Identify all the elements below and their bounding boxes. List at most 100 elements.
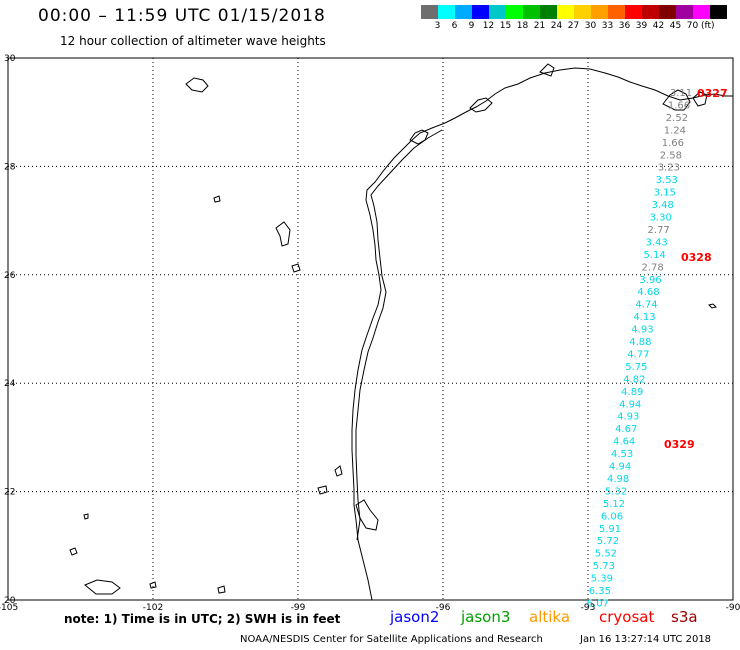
colorbar-swatch xyxy=(438,5,455,19)
lake-9 xyxy=(149,581,157,589)
colorbar-swatch xyxy=(608,5,625,19)
latitude-tick-label: 24 xyxy=(4,379,16,389)
bay-1 xyxy=(409,129,429,145)
lake-7 xyxy=(69,547,78,556)
axis-tick-labels: -105 -102 -99 -96 -93 -90 30 28 26 24 22 20 xyxy=(0,54,740,613)
colorbar-swatch xyxy=(693,5,710,19)
swh-reading: 3.53 xyxy=(656,175,678,186)
swh-reading: 4.64 xyxy=(613,437,635,448)
pass-number-label: 0329 xyxy=(664,438,695,451)
satellite-legend-item: s3a xyxy=(671,608,698,626)
credit-line: NOAA/NESDIS Center for Satellite Applica… xyxy=(240,634,543,645)
longitude-tick-label: -102 xyxy=(143,603,163,613)
colorbar-swatch xyxy=(489,5,506,19)
swh-reading: 3.48 xyxy=(652,200,674,211)
swh-reading: 3.23 xyxy=(658,163,680,174)
colorbar-tick-label: 9 xyxy=(468,21,475,31)
bay-2 xyxy=(469,97,493,113)
swh-reading: 5.39 xyxy=(591,574,613,585)
swh-reading: 4.68 xyxy=(637,287,659,298)
swh-reading: 6.35 xyxy=(589,586,611,597)
swh-reading: 1.66 xyxy=(668,100,690,111)
swh-reading: 6.07 xyxy=(587,598,609,609)
swh-reading: 2.78 xyxy=(641,262,663,273)
swh-reading: 5.52 xyxy=(595,549,617,560)
swh-reading: 5.73 xyxy=(593,561,615,572)
pass-number-label: 0327 xyxy=(697,87,728,100)
swh-reading: 3.96 xyxy=(639,275,661,286)
colorbar-tick-label: 24 xyxy=(550,21,563,31)
colorbar-tick-label: 27 xyxy=(567,21,580,31)
swh-reading: 3.11 xyxy=(670,88,692,99)
delta-1 xyxy=(662,89,691,111)
latitude-tick-label: 28 xyxy=(4,162,16,172)
latitude-tick-label: 20 xyxy=(4,596,16,606)
swh-reading: 5.14 xyxy=(643,250,665,261)
bay-3 xyxy=(539,63,555,77)
longitude-tick-label: -90 xyxy=(726,603,740,613)
colorbar-tick-label: 39 xyxy=(635,21,648,31)
lat-lon-grid xyxy=(8,58,733,600)
swh-reading: 4.74 xyxy=(635,300,657,311)
colorbar-tick-label: 45 xyxy=(669,21,682,31)
longitude-tick-label: -105 xyxy=(0,603,18,613)
colorbar-swatch xyxy=(676,5,693,19)
lagoon-1 xyxy=(355,499,379,531)
colorbar-tick-label: 70 xyxy=(686,21,699,31)
swh-reading: 4.93 xyxy=(617,412,639,423)
swh-reading: 4.94 xyxy=(619,399,641,410)
colorbar-swatch xyxy=(523,5,540,19)
swh-reading: 5.91 xyxy=(599,524,621,535)
swh-reading: 5.12 xyxy=(603,499,625,510)
map-title: 00:00 – 11:59 UTC 01/15/2018 xyxy=(38,6,326,26)
colorbar-tick-label: 21 xyxy=(533,21,546,31)
swh-reading: 4.88 xyxy=(629,337,651,348)
swh-reading: 4.94 xyxy=(609,462,631,473)
satellite-tracks: 3.111.662.521.241.662.583.233.533.153.48… xyxy=(587,87,728,609)
swh-reading: 1.24 xyxy=(664,125,686,136)
swh-reading: 4.13 xyxy=(633,312,655,323)
colorbar-swatch xyxy=(506,5,523,19)
island-lake-1 xyxy=(84,579,121,595)
lake-3 xyxy=(291,263,301,273)
longitude-tick-label: -93 xyxy=(581,603,596,613)
lake-1 xyxy=(185,77,209,93)
colorbar-tick-label: 12 xyxy=(482,21,495,31)
swh-reading: 6.06 xyxy=(601,511,623,522)
map-frame xyxy=(7,57,734,601)
satellite-legend-item: cryosat xyxy=(599,608,655,626)
swh-reading: 4.89 xyxy=(621,387,643,398)
longitude-tick-label: -99 xyxy=(291,603,306,613)
colorbar-tick-label: 33 xyxy=(601,21,614,31)
gulf-coastline xyxy=(351,67,733,601)
swh-reading: 2.58 xyxy=(660,150,682,161)
swh-reading: 1.66 xyxy=(662,138,684,149)
lake-4 xyxy=(213,195,221,203)
colorbar-swatch xyxy=(574,5,591,19)
colorbar-swatch xyxy=(591,5,608,19)
swh-reading: 5.32 xyxy=(605,486,627,497)
generated-timestamp: Jan 16 13:27:14 UTC 2018 xyxy=(580,634,712,645)
colorbar-tick-label: 3 xyxy=(434,21,441,31)
swh-reading: 4.82 xyxy=(623,374,645,385)
lake-10 xyxy=(217,585,226,594)
barrier-island-coast xyxy=(355,129,443,541)
colorbar-swatch xyxy=(642,5,659,19)
lake-5 xyxy=(334,465,343,477)
delta-2 xyxy=(692,91,708,107)
colorbar-swatch xyxy=(557,5,574,19)
colorbar-unit: (ft) xyxy=(701,21,715,31)
colorbar-swatch xyxy=(710,5,727,19)
lake-2 xyxy=(275,221,291,247)
colorbar-tick-label: 30 xyxy=(584,21,597,31)
swh-reading: 4.93 xyxy=(631,325,653,336)
colorbar-swatch xyxy=(625,5,642,19)
colorbar-tick-label: 36 xyxy=(618,21,631,31)
colorbar-swatch xyxy=(659,5,676,19)
lake-8 xyxy=(83,513,89,520)
islet-1 xyxy=(708,303,717,309)
colorbar-swatch xyxy=(540,5,557,19)
satellite-legend-item: jason2 xyxy=(390,608,440,626)
swh-reading: 5.75 xyxy=(625,362,647,373)
